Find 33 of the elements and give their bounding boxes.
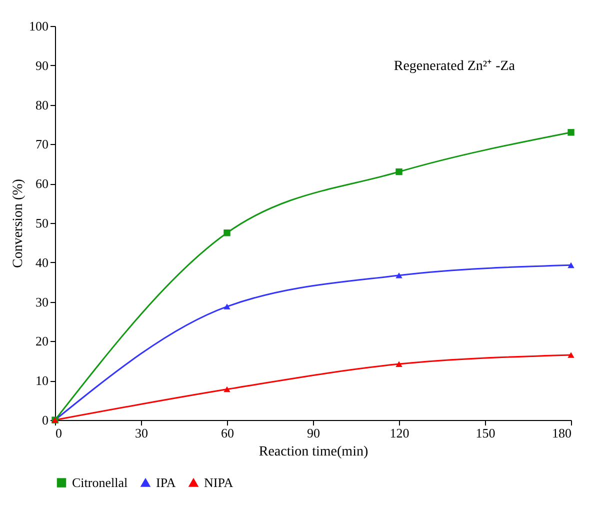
x-tick-label: 60 [221,426,234,440]
annotation: Regenerated Zn²⁺ -Za [394,59,516,74]
y-tick-label: 10 [36,373,48,388]
point [224,304,230,310]
point [568,262,574,268]
point [224,386,230,392]
y-tick-label: 30 [36,294,48,310]
y-tick-label: 100 [29,18,48,34]
y-tick-label: 70 [36,136,48,152]
legend-label: IPA [156,474,176,490]
point [568,352,574,358]
x-tick-label: 120 [390,426,410,440]
y-tick-label: 50 [36,216,48,230]
point [396,168,402,176]
point [224,229,230,236]
x-tick-label: 180 [552,426,572,440]
y-tick-label: 0 [42,412,48,428]
point [396,272,402,278]
y-tick-label: 60 [36,176,48,192]
x-axis-title: Reaction time(min) [258,444,368,460]
x-tick-label: 30 [135,426,148,440]
y-tick-label: 80 [36,97,48,112]
legend-label: NIPA [204,474,234,490]
y-tick-label: 20 [36,334,48,349]
point [568,129,574,136]
y-tick-label: 40 [36,254,48,270]
y-axis-title: Conversion (%) [11,178,26,268]
point [396,361,402,367]
legend-label: Citronellal [72,474,128,490]
y-tick-label: 90 [36,58,48,73]
x-tick-label: 150 [476,426,496,440]
x-tick-label: 90 [307,426,320,440]
x-tick-label: 0 [56,426,62,440]
